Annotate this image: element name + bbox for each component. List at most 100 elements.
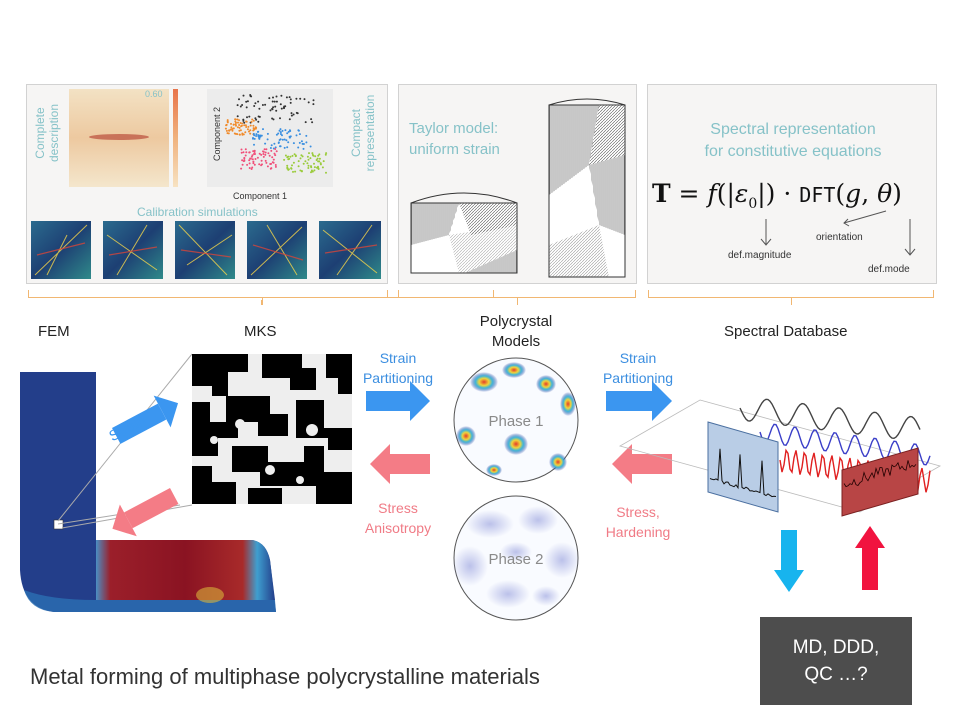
scatter-dot: [310, 166, 313, 169]
bracket-left-inner: [28, 290, 388, 305]
scatter-dot: [307, 167, 310, 169]
scatter-dot: [279, 128, 282, 131]
scatter-dot: [241, 163, 244, 166]
scatter-dot: [294, 170, 297, 173]
scatter-dot: [302, 162, 305, 165]
scatter-dot: [238, 133, 241, 136]
scatter-dot: [304, 121, 307, 124]
strain-partitioning-arrow-right: [606, 381, 672, 421]
scatter-dot: [274, 165, 277, 168]
strain-partitioning-label-left: Strain Partitioning: [362, 350, 434, 386]
scatter-dot: [271, 161, 274, 164]
scatter-dot: [248, 151, 251, 154]
spectral-representation-title: Spectral representation for constitutive…: [704, 121, 882, 160]
scatter-dot: [295, 111, 298, 114]
scatter-dot: [287, 168, 290, 171]
scatter-dot: [292, 170, 294, 173]
scatter-dot: [251, 158, 254, 161]
scatter-dot: [254, 127, 257, 130]
scatter-dot: [262, 128, 264, 131]
scatter-dot: [275, 95, 278, 98]
scatter-dot: [273, 100, 276, 103]
scatter-dot: [225, 129, 228, 132]
scatter-dot: [299, 97, 302, 100]
spectral-database-illustration: [618, 398, 942, 517]
scatter-dot: [275, 150, 278, 153]
scatter-dot: [286, 146, 289, 149]
scatter-dot: [255, 118, 258, 121]
scatter-dot: [238, 126, 241, 129]
strain-partitioning-label-right: Strain Partitioning: [602, 350, 674, 386]
stress-hardening-label: Stress, Hardening: [605, 504, 671, 540]
scatter-dot: [262, 153, 265, 155]
scatter-dot: [290, 114, 293, 117]
scatter-dot: [245, 120, 248, 123]
scatter-dot: [265, 148, 268, 151]
scatter-dot: [251, 166, 254, 169]
scatter-dot: [246, 163, 249, 166]
scatter-dot: [238, 119, 241, 122]
scatter-dot: [291, 164, 293, 167]
scatter-dot: [243, 157, 246, 160]
scatter-dot: [254, 117, 257, 120]
scatter-dot: [271, 100, 274, 103]
scatter-dot: [287, 141, 290, 144]
scatter-dot: [266, 138, 269, 141]
scatter-dot: [266, 132, 269, 135]
scatter-dot: [231, 129, 234, 132]
scatter-dot: [322, 160, 325, 163]
scatter-dot: [244, 148, 247, 151]
scatter-dot: [286, 167, 289, 170]
polycrystal-models-label: Polycrystal Models: [479, 313, 553, 350]
scatter-dot: [230, 122, 232, 125]
scatter-dot: [293, 153, 296, 156]
bracket-middle: [398, 290, 636, 305]
scatter-dot: [288, 157, 291, 160]
scatter-dot: [278, 139, 281, 141]
scatter-dot: [270, 144, 273, 147]
scatter-dot: [313, 162, 315, 165]
scatter-dot: [250, 120, 253, 123]
scatter-dot: [289, 98, 292, 101]
scatter-dot: [288, 96, 291, 99]
scatter-dot: [245, 106, 248, 109]
scatter-dot: [257, 100, 260, 103]
scatter-dot: [310, 118, 313, 121]
scatter-dot: [240, 148, 243, 151]
scatter-dot: [224, 127, 227, 130]
scatter-dot: [249, 124, 252, 127]
scatter-dot: [316, 157, 319, 160]
scatter-dot: [275, 100, 278, 103]
heatmap-value: 0.60: [145, 89, 163, 99]
scatter-dot: [242, 151, 245, 154]
scatter-dot: [295, 97, 298, 100]
scatter-dot: [245, 100, 248, 103]
scatter-dot: [244, 154, 247, 157]
scatter-x-axis-label: Component 1: [233, 191, 288, 201]
phase1-label: Phase 1: [488, 413, 544, 430]
scatter-dot: [261, 104, 264, 106]
scatter-dot: [290, 112, 293, 115]
scatter-dot: [242, 119, 245, 122]
scatter-dot: [254, 158, 257, 160]
scatter-dot: [284, 129, 287, 132]
stress-hardening-arrow: [612, 444, 672, 484]
scatter-dot: [316, 166, 318, 169]
scatter-dot: [244, 131, 247, 134]
scatter-dot: [262, 155, 265, 158]
scatter-dot: [304, 160, 307, 163]
scatter-dot: [272, 96, 274, 99]
scatter-dot: [252, 162, 255, 165]
scatter-dot: [246, 116, 248, 119]
scatter-dot: [260, 134, 263, 137]
scatter-dot: [249, 94, 252, 96]
scatter-dot: [257, 115, 260, 118]
spectral-representation-panel: Spectral representation for constitutive…: [647, 84, 937, 284]
scatter-dot: [238, 129, 241, 132]
scatter-dot: [272, 118, 275, 121]
scatter-dot: [268, 154, 271, 157]
scatter-dot: [292, 142, 295, 145]
scatter-dot: [253, 105, 256, 107]
scatter-dot: [246, 128, 249, 131]
scatter-dot: [269, 109, 272, 112]
